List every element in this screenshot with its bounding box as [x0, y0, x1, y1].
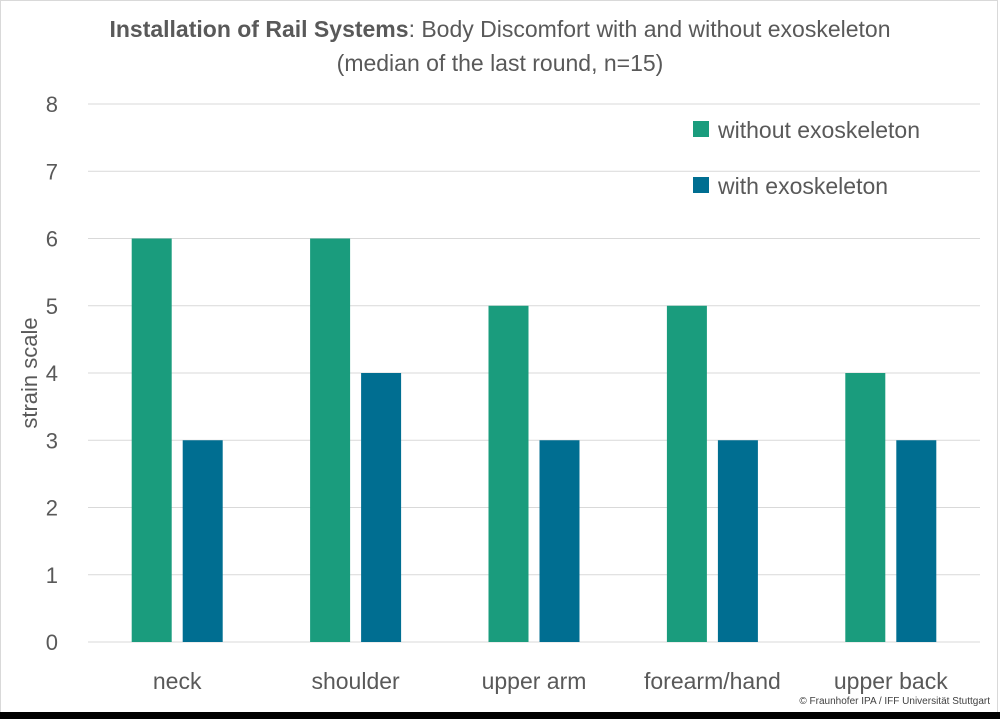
gridlines: [88, 103, 980, 643]
x-tick-label: neck: [153, 668, 202, 694]
y-tick-label: 3: [46, 428, 58, 453]
y-tick-label: 4: [46, 361, 58, 386]
bar-with-exoskeleton: [182, 440, 223, 642]
y-tick-label: 7: [46, 159, 58, 184]
legend-label: with exoskeleton: [717, 173, 888, 199]
y-tick-label: 1: [46, 563, 58, 588]
copyright-note: © Fraunhofer IPA / IFF Universität Stutt…: [799, 696, 990, 707]
x-tick-label: shoulder: [311, 668, 400, 694]
title-line: Installation of Rail Systems: Body Disco…: [0, 12, 1000, 46]
legend-label: without exoskeleton: [717, 117, 920, 143]
bar-with-exoskeleton: [717, 440, 758, 642]
bar-with-exoskeleton: [539, 440, 580, 642]
y-tick-label: 0: [46, 630, 58, 655]
legend: without exoskeleton with exoskeleton: [693, 117, 920, 199]
bar-with-exoskeleton: [361, 373, 402, 642]
bar-without-exoskeleton: [310, 238, 351, 642]
bars: [131, 238, 937, 642]
y-tick-label: 5: [46, 294, 58, 319]
y-axis-label: strain scale: [17, 317, 42, 428]
y-tick-label: 8: [46, 92, 58, 117]
x-tick-labels: neck shoulder upper arm forearm/hand upper b…: [153, 668, 948, 694]
y-tick-label: 2: [46, 496, 58, 521]
x-tick-label: upper arm: [482, 668, 587, 694]
bar-without-exoskeleton: [845, 373, 886, 642]
bar-without-exoskeleton: [666, 305, 707, 642]
y-tick-labels: 0 1 2 3 4 5 6 7 8: [46, 92, 58, 655]
x-tick-label: forearm/hand: [644, 668, 781, 694]
bar-with-exoskeleton: [896, 440, 937, 642]
chart-title: Installation of Rail Systems: Body Disco…: [0, 12, 1000, 80]
title-rest: : Body Discomfort with and without exosk…: [408, 16, 891, 42]
legend-swatch: [693, 177, 709, 193]
y-tick-label: 6: [46, 227, 58, 252]
title-bold: Installation of Rail Systems: [109, 16, 409, 42]
bar-without-exoskeleton: [488, 305, 529, 642]
chart-subtitle: (median of the last round, n=15): [336, 50, 664, 76]
bottom-edge: [0, 712, 1000, 719]
x-tick-label: upper back: [834, 668, 948, 694]
legend-swatch: [693, 121, 709, 137]
bar-without-exoskeleton: [131, 238, 172, 642]
